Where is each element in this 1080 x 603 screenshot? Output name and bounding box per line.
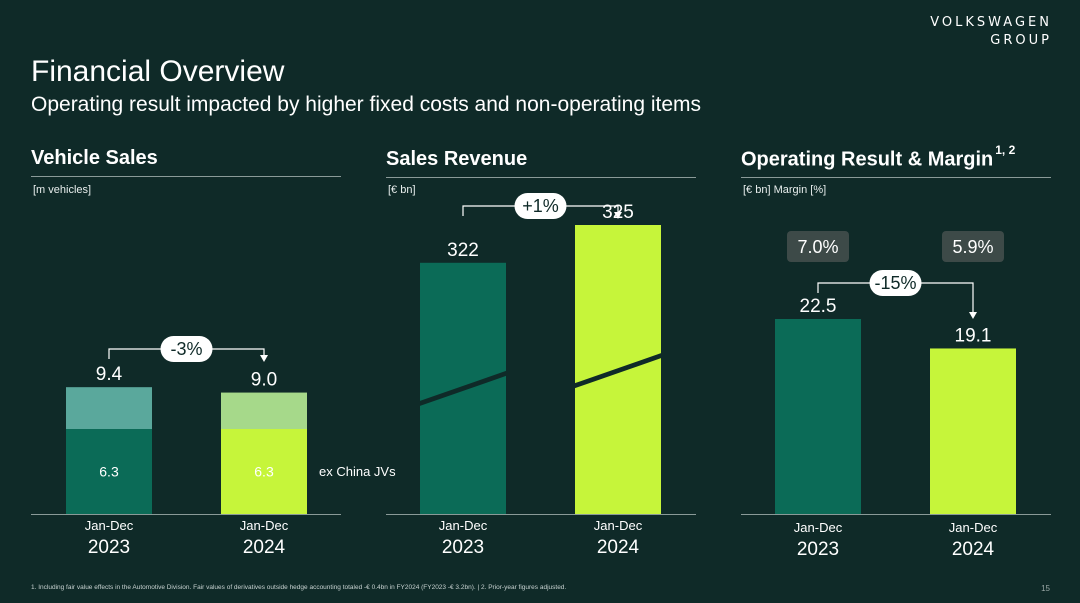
operating-result-rule <box>741 177 1051 178</box>
vehicle-sales-title: Vehicle Sales <box>31 147 158 169</box>
sales-revenue-rule <box>386 177 696 178</box>
sales-revenue-change-arrowhead <box>614 212 622 219</box>
sales-revenue-break-0 <box>420 370 506 406</box>
vehicle-sales-bar-upper-0 <box>66 387 152 429</box>
vehicle-sales-annotation: ex China JVs <box>319 464 396 479</box>
vehicle-sales-change-arrowhead <box>260 355 268 362</box>
operating-result-change-label: -15% <box>874 273 916 293</box>
operating-result-title-text: Operating Result & Margin <box>741 148 994 171</box>
sales-revenue-break-1 <box>575 353 661 389</box>
operating-result-xlabel-0-year: 2023 <box>797 539 839 560</box>
brand-logo: VOLKSWAGEN GROUP <box>930 14 1052 50</box>
vehicle-sales-xlabel-0-year: 2023 <box>88 537 130 558</box>
operating-result-change-bubble <box>869 270 922 296</box>
page-subtitle: Operating result impacted by higher fixe… <box>31 93 702 116</box>
vehicle-sales-change-bubble <box>160 336 213 362</box>
operating-result-xlabel-0-month: Jan-Dec <box>794 520 843 535</box>
operating-result-unit: [€ bn] Margin [%] <box>743 184 827 196</box>
vehicle-sales-change-label: -3% <box>170 339 202 359</box>
operating-result-xlabel-1-year: 2024 <box>952 539 995 560</box>
page-title: Financial Overview <box>31 55 285 88</box>
vehicle-sales-total-1: 9.0 <box>251 370 277 391</box>
sales-revenue-title: Sales Revenue <box>386 148 528 170</box>
operating-result-footnote-ref: 1, 2 <box>995 143 1016 157</box>
operating-result-value-0: 22.5 <box>800 296 837 317</box>
margin-badge-1 <box>942 231 1004 262</box>
operating-result-value-1: 19.1 <box>955 325 992 346</box>
vehicle-sales-bar-upper-1 <box>221 392 307 429</box>
vehicle-sales-xlabel-1-month: Jan-Dec <box>240 518 289 533</box>
vehicle-sales-bar-lower-0 <box>66 429 152 514</box>
sales-revenue-change-label: +1% <box>522 196 559 216</box>
margin-label-0: 7.0% <box>797 237 838 257</box>
brand-line-2: GROUP <box>990 33 1052 48</box>
operating-result-bar-1 <box>930 348 1016 514</box>
margin-badge-0 <box>787 231 849 262</box>
operating-result-change-arrowhead <box>969 312 977 319</box>
brand-line-1: VOLKSWAGEN <box>930 15 1052 30</box>
sales-revenue-xlabel-0-year: 2023 <box>442 537 484 558</box>
sales-revenue-value-0: 322 <box>447 240 479 261</box>
operating-result-xlabel-1-month: Jan-Dec <box>949 520 998 535</box>
margin-label-1: 5.9% <box>952 237 993 257</box>
operating-result-title: Operating Result & Margin 1, 2 <box>741 143 1015 172</box>
vehicle-sales-unit: [m vehicles] <box>33 184 92 196</box>
vehicle-sales-xlabel-1-year: 2024 <box>243 537 286 558</box>
sales-revenue-xlabel-1-year: 2024 <box>597 537 640 558</box>
sales-revenue-change-bubble <box>514 193 567 219</box>
footnote: 1. Including fair value effects in the A… <box>31 584 567 591</box>
operating-result-bar-0 <box>775 319 861 514</box>
vehicle-sales-inner-label-0: 6.3 <box>99 464 119 480</box>
sales-revenue-xlabel-0-month: Jan-Dec <box>439 518 488 533</box>
vehicle-sales-rule <box>31 176 341 177</box>
vehicle-sales-xlabel-0-month: Jan-Dec <box>85 518 134 533</box>
sales-revenue-xlabel-1-month: Jan-Dec <box>594 518 643 533</box>
page-number: 15 <box>1041 584 1050 593</box>
vehicle-sales-bar-lower-1 <box>221 429 307 514</box>
sales-revenue-unit: [€ bn] <box>388 184 416 196</box>
vehicle-sales-inner-label-1: 6.3 <box>254 464 274 480</box>
vehicle-sales-total-0: 9.4 <box>96 364 123 385</box>
